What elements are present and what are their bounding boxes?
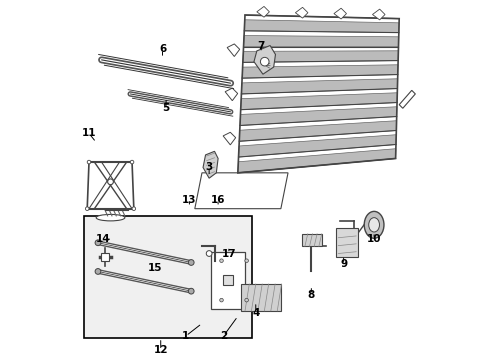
Polygon shape (254, 45, 275, 74)
Circle shape (95, 269, 101, 274)
Text: 4: 4 (252, 308, 259, 318)
Text: 9: 9 (340, 259, 347, 269)
Polygon shape (241, 93, 397, 110)
Polygon shape (399, 90, 416, 108)
Circle shape (130, 160, 134, 164)
Text: 14: 14 (96, 234, 111, 244)
Circle shape (188, 260, 194, 265)
Circle shape (206, 251, 212, 256)
Polygon shape (240, 107, 397, 126)
Bar (101, 253, 109, 261)
Text: 17: 17 (221, 248, 236, 258)
Bar (337, 228, 358, 257)
Polygon shape (242, 65, 398, 78)
Circle shape (220, 259, 223, 262)
Circle shape (245, 259, 248, 262)
Text: 7: 7 (257, 41, 265, 50)
Circle shape (260, 57, 269, 66)
Ellipse shape (368, 218, 379, 232)
Bar (302, 234, 322, 246)
Text: 11: 11 (82, 129, 96, 138)
Text: 6: 6 (159, 44, 166, 54)
Polygon shape (242, 79, 398, 94)
Text: 10: 10 (367, 234, 381, 244)
Polygon shape (372, 9, 385, 20)
Bar (84, 216, 252, 338)
Polygon shape (245, 20, 399, 33)
Circle shape (87, 160, 91, 164)
Polygon shape (334, 8, 346, 19)
Bar (242, 284, 281, 311)
Polygon shape (243, 51, 398, 62)
Circle shape (108, 179, 113, 185)
Polygon shape (257, 6, 270, 17)
Bar (223, 275, 233, 285)
Text: 5: 5 (163, 103, 170, 113)
Ellipse shape (96, 215, 125, 221)
Text: 13: 13 (182, 195, 196, 205)
Polygon shape (203, 151, 218, 178)
Circle shape (132, 207, 136, 211)
Polygon shape (225, 88, 238, 101)
Polygon shape (295, 7, 308, 18)
Polygon shape (227, 44, 240, 57)
Circle shape (245, 298, 248, 302)
Text: 3: 3 (205, 162, 213, 172)
Text: 16: 16 (211, 195, 225, 205)
Polygon shape (239, 135, 396, 157)
Circle shape (220, 298, 223, 302)
Circle shape (188, 288, 194, 294)
Polygon shape (238, 149, 396, 173)
Text: 2: 2 (220, 331, 227, 341)
Polygon shape (239, 121, 396, 141)
Polygon shape (244, 36, 399, 46)
Text: 15: 15 (148, 263, 163, 273)
Text: 12: 12 (153, 345, 168, 355)
Polygon shape (223, 132, 236, 145)
Text: 8: 8 (308, 290, 315, 300)
Text: 1: 1 (182, 331, 190, 341)
Circle shape (85, 207, 89, 211)
Circle shape (95, 240, 101, 246)
Ellipse shape (364, 211, 384, 238)
Bar (211, 252, 245, 309)
Polygon shape (195, 173, 288, 209)
